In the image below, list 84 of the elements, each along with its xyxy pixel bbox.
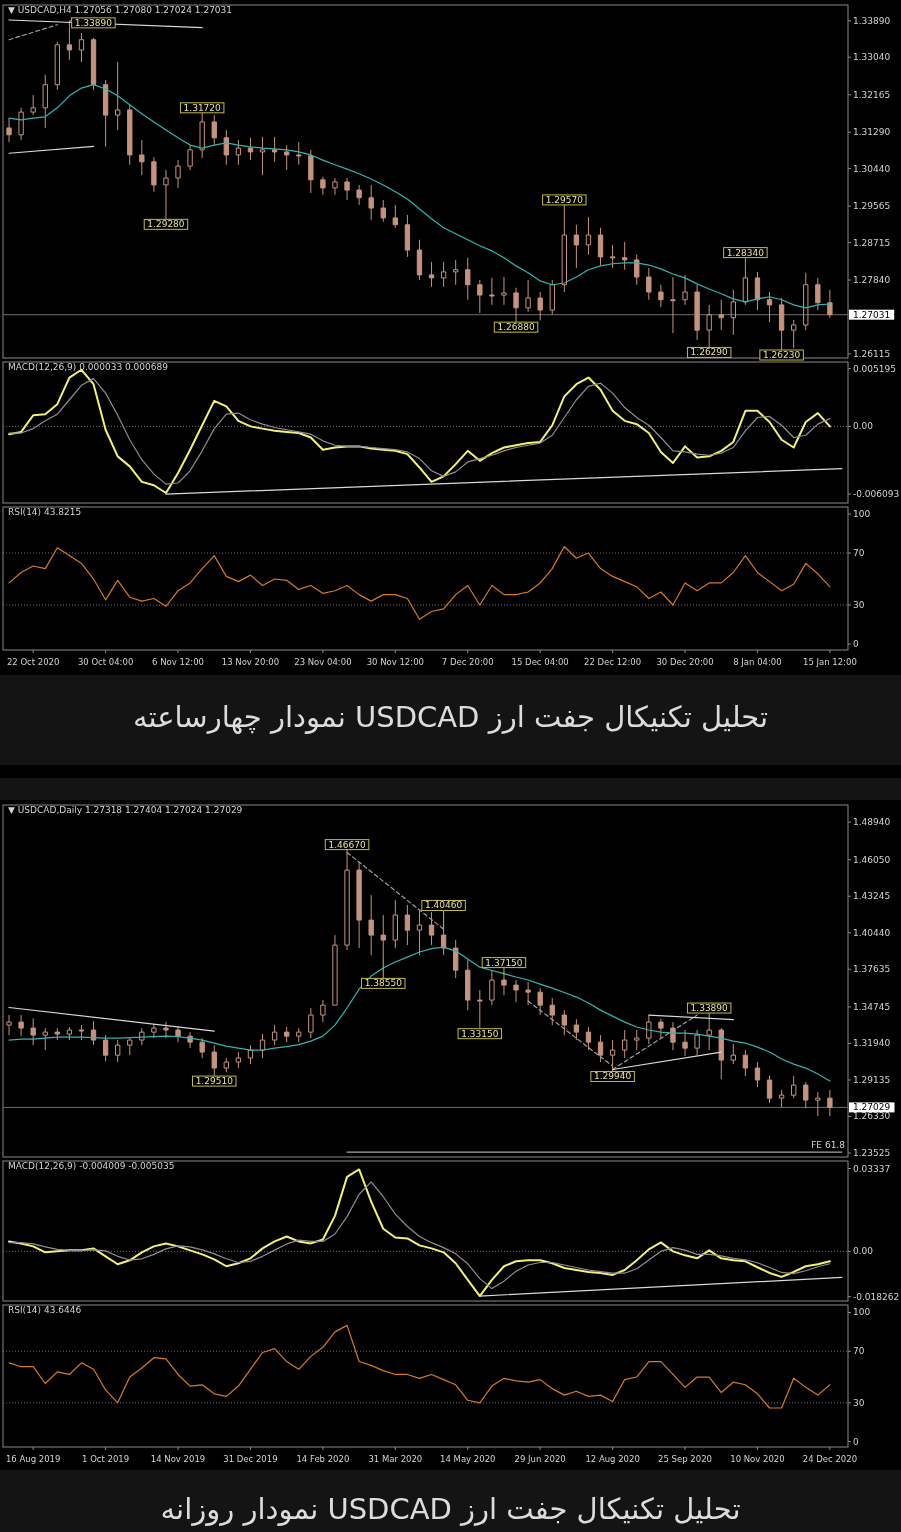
chart-title: ▼ USDCAD,Daily 1.27318 1.27404 1.27024 1.27029	[8, 805, 243, 815]
y-tick-label: 0.00	[853, 1246, 874, 1257]
y-tick-label: 1.23525	[853, 1148, 891, 1159]
y-tick-label: 1.32165	[853, 89, 891, 100]
x-tick-label: 25 Sep 2020	[658, 1454, 712, 1464]
y-tick-label: 1.30440	[853, 163, 891, 174]
text: تحلیل تکنیکال جفت ارز USDCAD نمودار روزانه	[160, 1492, 741, 1526]
annotation: 1.29940	[594, 1071, 632, 1082]
chart-title: ▼ USDCAD,H4 1.27056 1.27080 1.27024 1.27031	[8, 5, 233, 15]
x-tick-label: 13 Nov 20:00	[221, 657, 280, 667]
x-tick-label: 1 Oct 2019	[82, 1454, 130, 1464]
annotation: 1.46670	[328, 839, 366, 850]
x-tick-label: 8 Jan 04:00	[733, 657, 782, 667]
y-tick-label: 0.00	[853, 421, 874, 432]
y-tick-label: 1.37635	[853, 964, 891, 975]
annotation: 1.26230	[763, 350, 801, 360]
y-tick-label: 1.33040	[853, 52, 891, 63]
y-tick-label: -0.006093	[853, 489, 900, 500]
x-tick-label: 12 Aug 2020	[585, 1454, 640, 1464]
x-tick-label: 30 Oct 04:00	[77, 657, 134, 667]
x-tick-label: 10 Nov 2020	[730, 1454, 785, 1464]
y-tick-label: 100	[853, 1307, 871, 1318]
y-tick-label: 1.28715	[853, 237, 891, 248]
y-tick-label: 1.40440	[853, 927, 891, 938]
x-tick-label: 22 Oct 2020	[6, 657, 60, 667]
annotation: 1.29280	[147, 219, 185, 230]
y-tick-label: 0.005195	[853, 363, 896, 374]
y-tick-label: 0	[853, 639, 859, 650]
annotation: 1.38550	[364, 978, 403, 989]
y-tick-label: 1.48940	[853, 817, 891, 828]
y-tick-label: 1.29135	[853, 1074, 891, 1085]
y-tick-label: 1.46050	[853, 854, 891, 865]
annotation: 1.33890	[74, 17, 113, 28]
annotation: 1.37150	[485, 957, 523, 968]
x-tick-label: 14 May 2020	[440, 1454, 496, 1464]
x-tick-label: 14 Feb 2020	[296, 1454, 350, 1464]
chart-title: MACD(12,26,9) -0.004009 -0.005035	[8, 1161, 175, 1171]
annotation: 1.26290	[690, 347, 729, 358]
ref-line-label: 1.27031	[853, 309, 891, 320]
y-tick-label: 0	[853, 1436, 859, 1447]
y-tick-label: 0.03337	[853, 1163, 891, 1174]
x-tick-label: 30 Dec 20:00	[656, 657, 714, 667]
y-tick-label: 1.33890	[853, 15, 891, 26]
text: تحلیل تکنیکال جفت ارز USDCAD نمودار چهارساعته	[132, 700, 769, 734]
annotation: 1.31720	[183, 102, 222, 113]
y-tick-label: 1.31940	[853, 1038, 891, 1049]
y-tick-label: 1.29565	[853, 201, 891, 212]
x-tick-label: 24 Dec 2020	[802, 1454, 858, 1464]
y-tick-label: 1.27840	[853, 275, 891, 286]
x-tick-label: 14 Nov 2019	[150, 1454, 206, 1464]
chart-title: MACD(12,26,9) 0.000033 0.000689	[8, 362, 169, 372]
chart-title: RSI(14) 43.6446	[8, 1305, 82, 1315]
y-tick-label: 1.43245	[853, 891, 891, 902]
chart-title: RSI(14) 43.8215	[8, 507, 82, 517]
annotation: 1.26880	[497, 322, 535, 333]
annotation: 1.28340	[726, 247, 765, 258]
y-tick-label: 1.26115	[853, 348, 891, 359]
x-tick-label: 15 Dec 04:00	[511, 657, 569, 667]
y-tick-label: 30	[853, 600, 865, 611]
x-tick-label: 15 Jan 12:00	[802, 657, 857, 667]
y-tick-label: 1.31290	[853, 127, 891, 138]
x-tick-label: 6 Nov 12:00	[152, 657, 204, 667]
x-tick-label: 22 Dec 12:00	[584, 657, 642, 667]
x-tick-label: 31 Mar 2020	[368, 1454, 423, 1464]
x-tick-label: 29 Jun 2020	[514, 1454, 566, 1464]
annotation: 1.33890	[690, 1003, 729, 1014]
annotation: 1.29570	[545, 194, 584, 205]
y-tick-label: 70	[853, 548, 865, 559]
x-tick-label: 7 Dec 20:00	[441, 657, 494, 667]
y-tick-label: 70	[853, 1346, 865, 1357]
y-tick-label: 1.26330	[853, 1111, 891, 1122]
x-tick-label: 30 Nov 12:00	[366, 657, 424, 667]
y-tick-label: 30	[853, 1397, 865, 1408]
annotation: 1.40460	[425, 900, 463, 911]
x-tick-label: 31 Dec 2019	[223, 1454, 278, 1464]
series-label: FE 61.8	[811, 1140, 846, 1151]
ref-line-label: 1.27029	[853, 1102, 891, 1113]
y-tick-label: 1.34745	[853, 1001, 891, 1012]
x-tick-label: 16 Aug 2019	[5, 1454, 61, 1464]
x-tick-label: 23 Nov 04:00	[294, 657, 352, 667]
annotation: 1.29510	[195, 1076, 234, 1087]
y-tick-label: 100	[853, 509, 871, 520]
y-tick-label: -0.018262	[853, 1291, 900, 1302]
annotation: 1.33150	[461, 1028, 499, 1039]
